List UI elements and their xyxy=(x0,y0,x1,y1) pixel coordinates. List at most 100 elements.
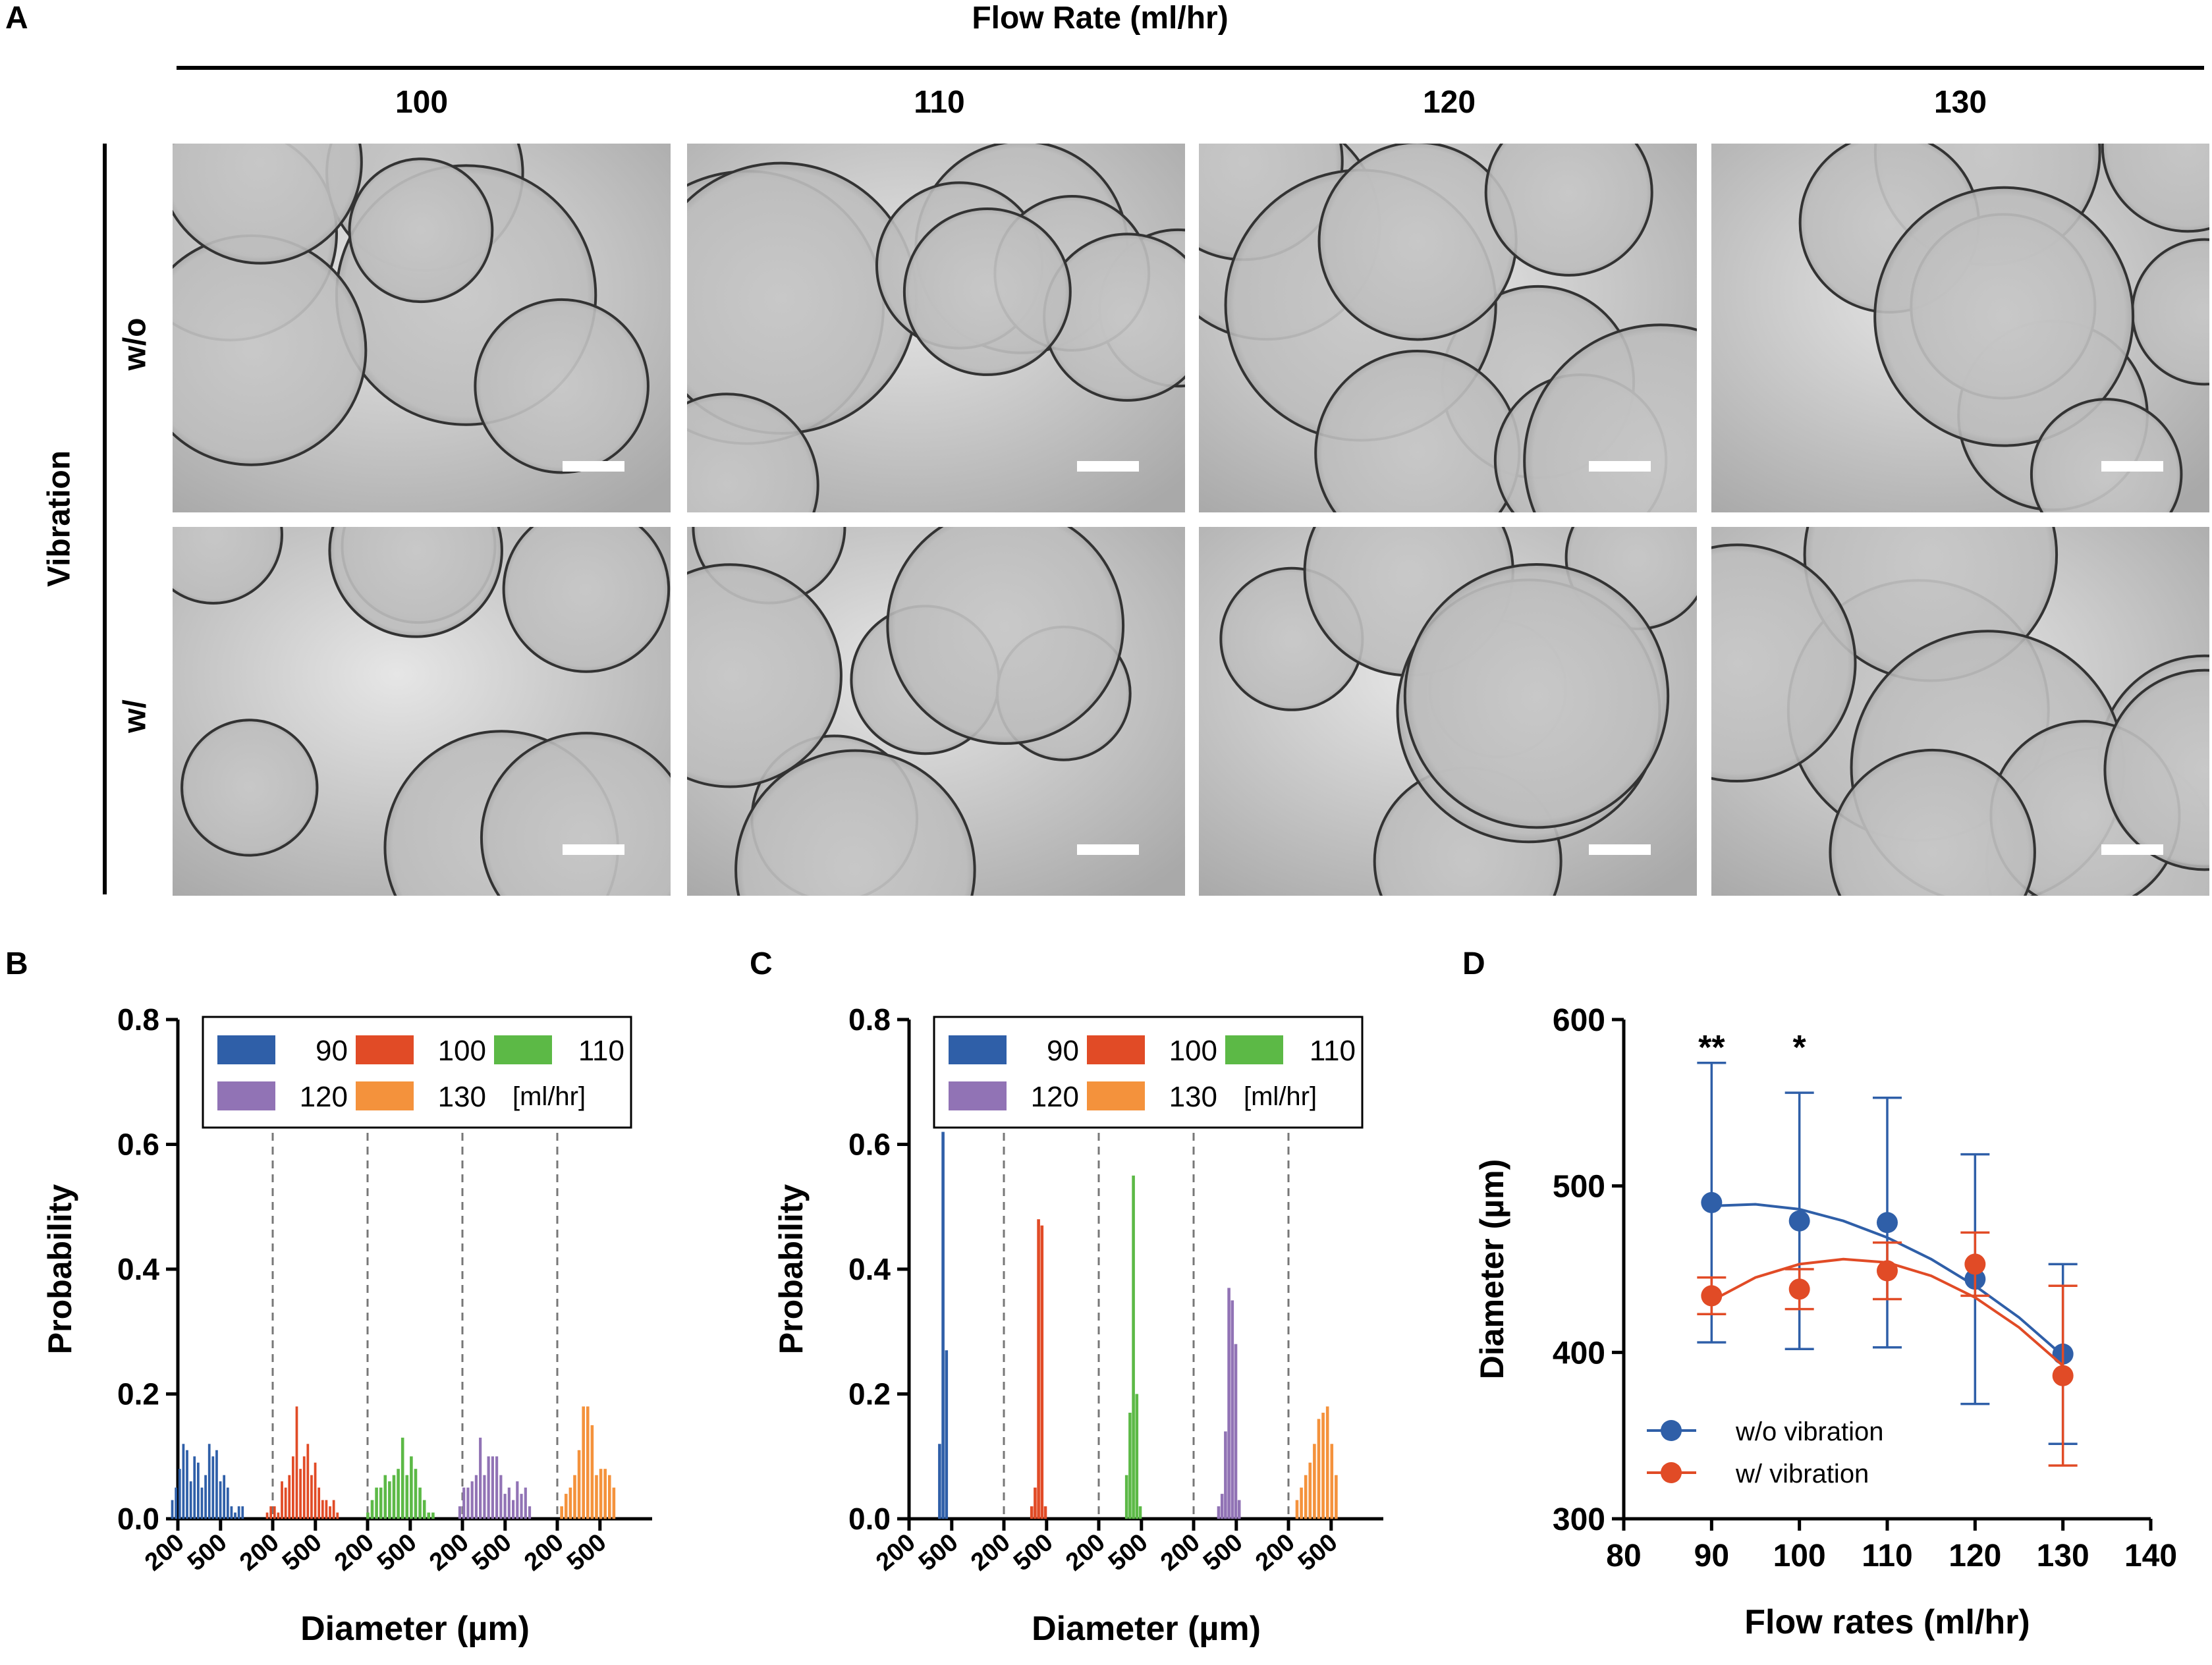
bar-100-2 xyxy=(273,1506,276,1519)
scale-bar xyxy=(1077,461,1139,472)
bar-120-1 xyxy=(1220,1494,1224,1519)
data-point-1-2 xyxy=(1877,1260,1898,1282)
bar-120-5 xyxy=(1234,1344,1238,1519)
bar-90-13 xyxy=(219,1481,222,1519)
legend-swatch-130 xyxy=(356,1081,414,1110)
bar-90-0 xyxy=(171,1500,174,1519)
data-point-1-4 xyxy=(2052,1365,2074,1386)
bar-100-5 xyxy=(284,1487,287,1519)
bar-100-4 xyxy=(1043,1506,1047,1519)
legend-label-0: w/o vibration xyxy=(1735,1417,1884,1446)
legend-swatch-90 xyxy=(217,1035,275,1064)
bar-100-16 xyxy=(325,1500,328,1519)
scale-bar xyxy=(1589,461,1651,472)
x-tick-label: 500 xyxy=(467,1529,517,1577)
bar-90-1 xyxy=(941,1132,945,1519)
legend-label-100: 100 xyxy=(438,1035,486,1067)
y-tick-label: 0.4 xyxy=(848,1252,891,1286)
x-tick-label: 500 xyxy=(1103,1529,1153,1577)
legend-label-1: w/ vibration xyxy=(1735,1460,1869,1488)
bar-90-18 xyxy=(237,1506,240,1519)
bar-130-6 xyxy=(1321,1412,1325,1519)
vibration-label: Vibration xyxy=(41,450,77,587)
bar-130-3 xyxy=(573,1475,576,1519)
y-axis-label: Probability xyxy=(41,1184,78,1355)
bar-120-17 xyxy=(528,1506,532,1519)
bar-130-9 xyxy=(1335,1475,1338,1519)
legend-swatch-120 xyxy=(217,1081,275,1110)
scale-bar xyxy=(2101,844,2163,855)
bar-110-2 xyxy=(375,1487,378,1519)
y-tick-label: 300 xyxy=(1553,1502,1605,1537)
bar-110-7 xyxy=(397,1469,400,1519)
scale-bar xyxy=(2101,461,2163,472)
micrograph-without-100 xyxy=(173,144,671,512)
legend-swatch-130 xyxy=(1087,1081,1145,1110)
micrograph-with-110 xyxy=(687,527,1185,896)
bar-120-5 xyxy=(479,1437,482,1519)
bar-110-3 xyxy=(1135,1394,1139,1519)
bar-130-1 xyxy=(564,1494,568,1519)
bar-120-4 xyxy=(1230,1300,1234,1519)
bar-110-10 xyxy=(410,1456,413,1519)
bar-90-10 xyxy=(207,1444,211,1519)
bar-120-15 xyxy=(520,1494,523,1519)
bar-120-11 xyxy=(503,1494,507,1519)
bar-90-12 xyxy=(215,1450,218,1519)
micrograph-without-120 xyxy=(1199,144,1697,512)
panel-label-b: B xyxy=(5,946,28,981)
flow-rate-title: Flow Rate (ml/hr) xyxy=(972,1,1229,36)
bar-100-14 xyxy=(318,1487,321,1519)
x-tick-label: 200 xyxy=(235,1529,285,1577)
bar-90-2 xyxy=(178,1469,181,1519)
bar-120-6 xyxy=(483,1475,486,1519)
bar-110-11 xyxy=(414,1469,418,1519)
x-tick-label: 200 xyxy=(424,1529,474,1577)
bar-130-0 xyxy=(1295,1500,1299,1519)
bar-90-11 xyxy=(211,1456,215,1519)
bar-120-2 xyxy=(1224,1431,1227,1519)
bar-90-14 xyxy=(223,1475,226,1519)
scale-bar xyxy=(1589,844,1651,855)
bar-90-8 xyxy=(200,1487,204,1519)
legend-marker-0 xyxy=(1661,1420,1682,1441)
panel-label-c: C xyxy=(750,946,773,981)
legend-unit: [ml/hr] xyxy=(512,1082,586,1111)
bar-120-13 xyxy=(512,1500,515,1519)
bar-100-18 xyxy=(332,1500,335,1519)
bar-100-15 xyxy=(321,1500,324,1519)
bar-110-12 xyxy=(418,1487,422,1519)
y-axis-label: Probability xyxy=(773,1184,810,1355)
bar-100-0 xyxy=(265,1512,269,1519)
legend-label-120: 120 xyxy=(300,1081,348,1113)
bar-110-4 xyxy=(383,1475,387,1519)
data-point-0-2 xyxy=(1877,1212,1898,1234)
bar-130-4 xyxy=(577,1450,581,1519)
bar-100-8 xyxy=(295,1406,298,1519)
row-label-without: w/o xyxy=(117,317,153,371)
y-tick-label: 0.0 xyxy=(848,1502,891,1536)
bar-130-8 xyxy=(1330,1444,1334,1519)
bar-110-3 xyxy=(379,1487,383,1519)
bar-110-1 xyxy=(1128,1412,1132,1519)
bar-120-10 xyxy=(499,1475,503,1519)
bar-90-17 xyxy=(234,1512,236,1519)
data-point-0-1 xyxy=(1788,1210,1810,1232)
x-axis-label: Diameter (µm) xyxy=(300,1610,530,1648)
bar-100-12 xyxy=(310,1475,313,1519)
micrograph-with-100 xyxy=(173,527,671,896)
bar-110-0 xyxy=(366,1512,370,1519)
bar-130-6 xyxy=(586,1406,590,1519)
y-tick-label: 0.6 xyxy=(848,1128,891,1162)
diameter-vs-flow-chart: 300 400 500 600 80 90 100 110 120 130 140 Diameter … xyxy=(1474,1003,2177,1641)
data-point-0-0 xyxy=(1701,1191,1723,1213)
bar-100-9 xyxy=(299,1469,302,1519)
legend-label-100: 100 xyxy=(1169,1035,1217,1067)
y-tick-label: 500 xyxy=(1553,1170,1605,1205)
y-tick-label: 0.8 xyxy=(848,1002,891,1037)
legend-swatch-100 xyxy=(1087,1035,1145,1064)
x-tick-label: 200 xyxy=(329,1529,379,1577)
bar-100-17 xyxy=(329,1506,331,1519)
legend-swatch-110 xyxy=(494,1035,552,1064)
